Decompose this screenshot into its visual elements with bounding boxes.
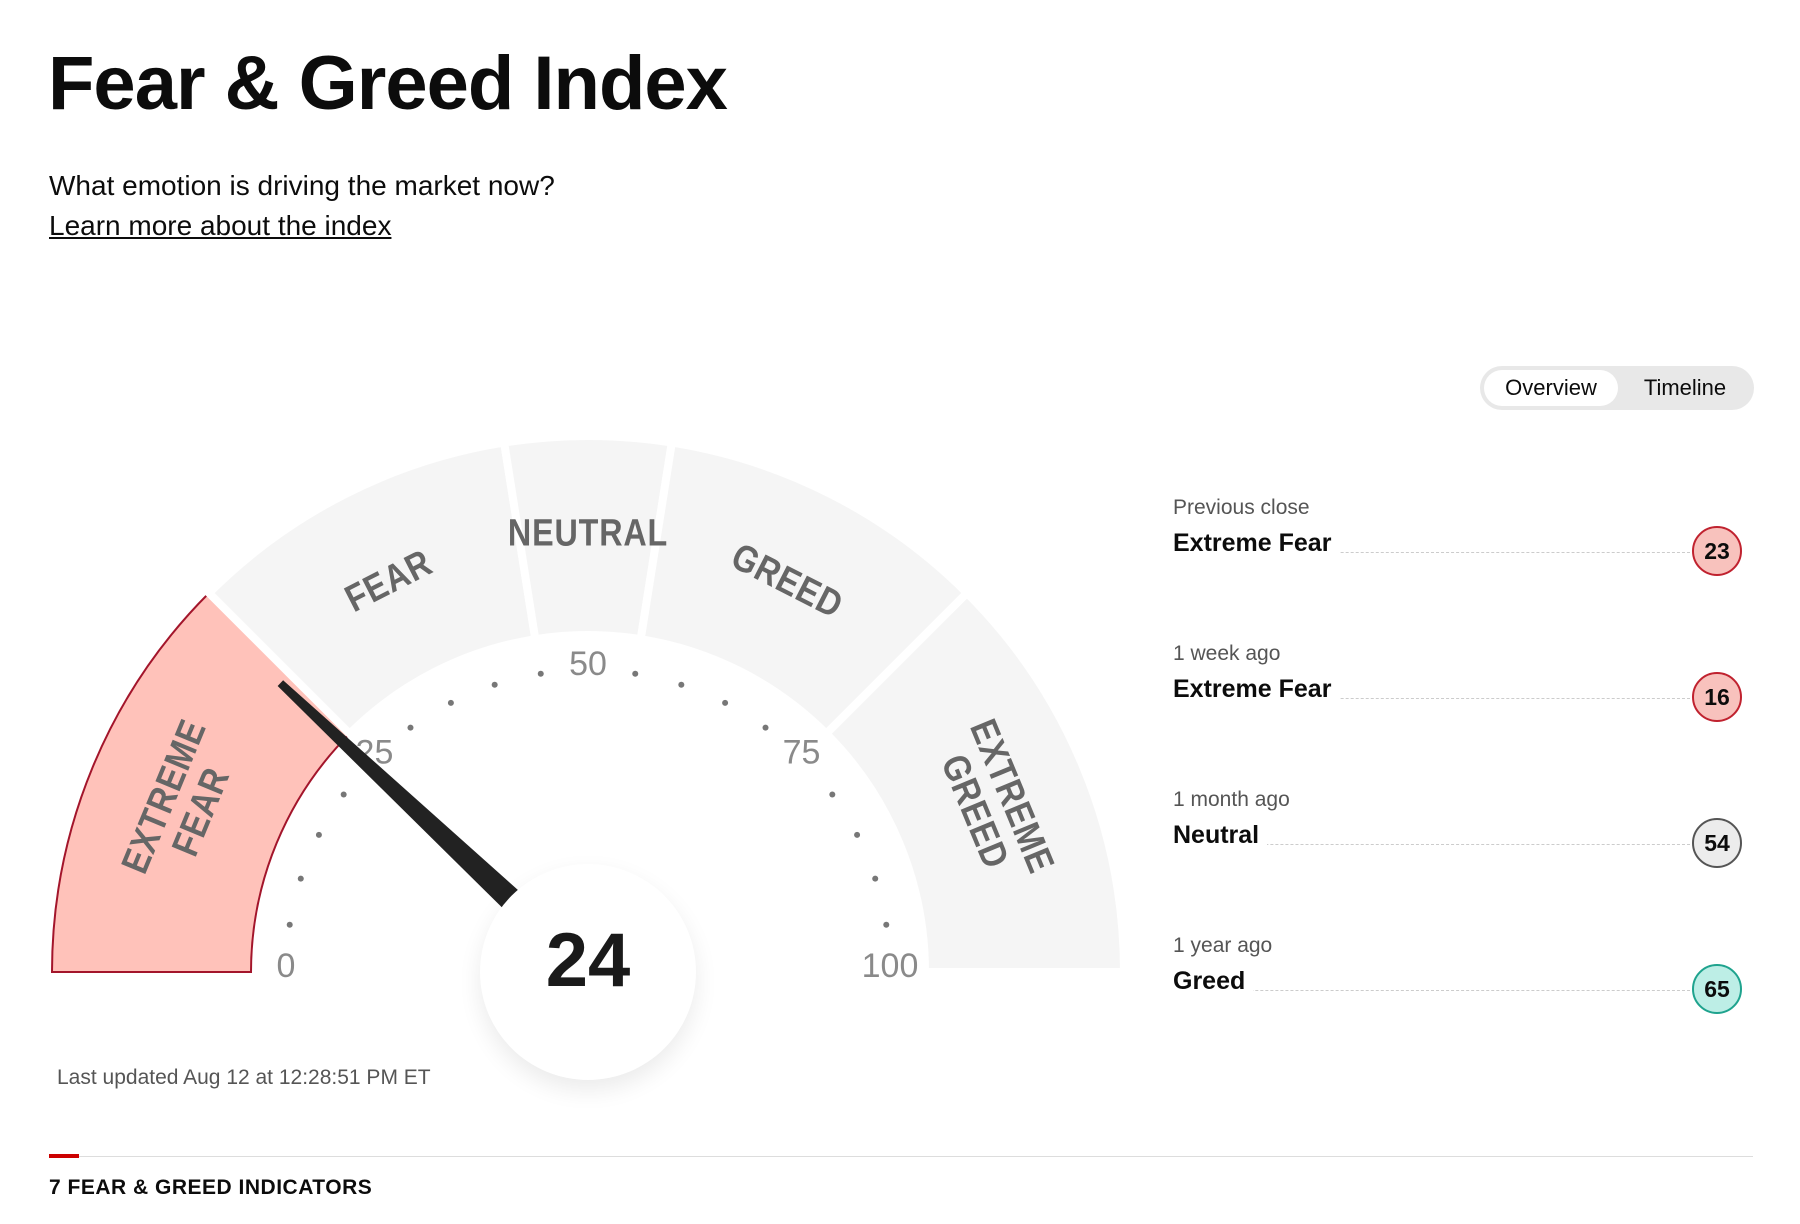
subtitle: What emotion is driving the market now?	[49, 170, 555, 201]
tab-switcher: Overview Timeline	[1480, 366, 1754, 410]
tab-overview[interactable]: Overview	[1484, 370, 1618, 406]
scale-dot	[762, 724, 769, 731]
scale-tick-label: 0	[277, 947, 296, 985]
scale-dot	[537, 670, 544, 677]
page-title: Fear & Greed Index	[48, 41, 728, 126]
history-label: Previous close	[1173, 496, 1310, 519]
hub	[480, 864, 696, 1080]
segment-label: NEUTRAL	[508, 512, 668, 554]
history-rating: Greed	[1173, 967, 1254, 996]
scale-dot	[678, 681, 685, 688]
scale-dot	[340, 791, 347, 798]
scale-dot	[632, 670, 639, 677]
scale-dot	[447, 699, 454, 706]
scale-dot	[722, 699, 729, 706]
segment-label-text: NEUTRAL	[508, 512, 668, 554]
divider	[49, 1156, 1753, 1157]
history-rating: Neutral	[1173, 821, 1268, 850]
learn-more-link[interactable]: Learn more about the index	[49, 210, 392, 241]
scale-dot	[883, 921, 890, 928]
scale-dot	[315, 831, 322, 838]
accent-bar	[49, 1154, 79, 1158]
history-rating: Extreme Fear	[1173, 529, 1340, 558]
needle	[277, 680, 524, 913]
scale-dot	[872, 875, 879, 882]
tab-timeline[interactable]: Timeline	[1643, 375, 1727, 400]
history-rating: Extreme Fear	[1173, 675, 1340, 704]
history-label: 1 week ago	[1173, 642, 1281, 665]
scale-tick-label: 75	[783, 733, 821, 771]
scale-dot	[491, 681, 498, 688]
scale-dot	[854, 831, 861, 838]
section-title: 7 FEAR & GREED INDICATORS	[49, 1176, 373, 1199]
gauge-value: 24	[546, 918, 631, 1003]
history-value: 65	[1692, 964, 1742, 1014]
scale-dot	[297, 875, 304, 882]
history-value: 16	[1692, 672, 1742, 722]
scale-tick-label: 100	[862, 947, 919, 985]
history-label: 1 month ago	[1173, 788, 1290, 811]
history-dash	[1180, 990, 1690, 991]
scale-dot	[829, 791, 836, 798]
history-value: 54	[1692, 818, 1742, 868]
gauge-segment	[820, 587, 1129, 976]
scale-dot	[286, 921, 293, 928]
last-updated: Last updated Aug 12 at 12:28:51 PM ET	[57, 1066, 431, 1089]
history-dash	[1180, 552, 1690, 553]
history-label: 1 year ago	[1173, 934, 1273, 957]
gauge: EXTREMEFEARFEARNEUTRALGREEDEXTREMEGREED0…	[50, 432, 1129, 1090]
scale-dot	[407, 724, 414, 731]
history-value: 23	[1692, 526, 1742, 576]
scale-tick-label: 50	[569, 645, 607, 683]
history-dash	[1180, 844, 1690, 845]
history-dash	[1180, 698, 1690, 699]
